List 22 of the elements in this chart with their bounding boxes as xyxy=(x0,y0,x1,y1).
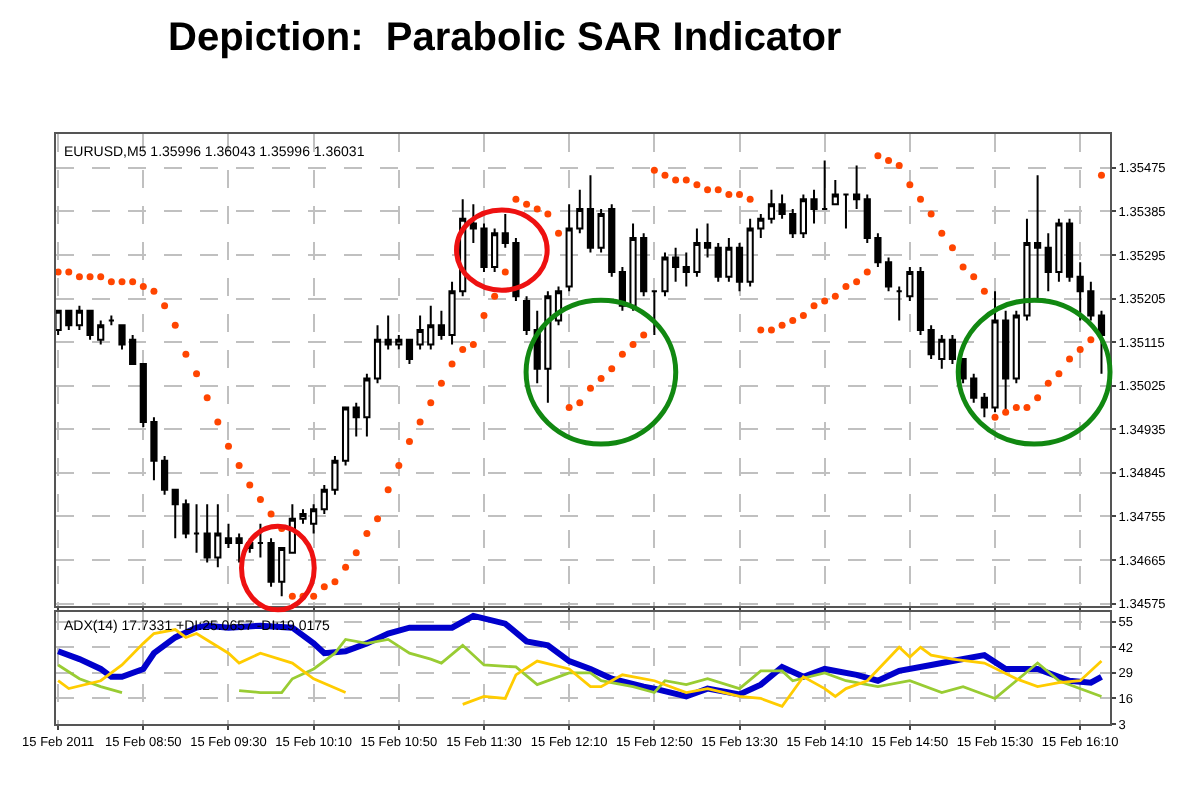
candlestick xyxy=(916,266,925,336)
candlestick xyxy=(853,164,861,211)
chart-title: Depiction: Parabolic SAR Indicator xyxy=(168,15,842,60)
candlestick xyxy=(948,333,957,365)
candlestick xyxy=(650,290,658,336)
candlestick xyxy=(373,324,382,385)
candlestick xyxy=(107,314,115,327)
candlestick xyxy=(405,338,414,365)
candlestick xyxy=(842,193,850,230)
candlestick xyxy=(1097,309,1106,375)
candlestick xyxy=(586,174,595,254)
candlestick xyxy=(256,522,265,559)
candlestick xyxy=(235,532,243,564)
candlestick xyxy=(831,178,839,206)
candlestick xyxy=(522,295,531,336)
candlestick xyxy=(224,522,233,549)
candlestick xyxy=(895,285,903,322)
line-series xyxy=(56,612,1105,700)
candlestick xyxy=(192,503,201,554)
candlestick xyxy=(821,159,829,211)
candlestick xyxy=(735,241,744,293)
candlestick xyxy=(906,266,914,303)
